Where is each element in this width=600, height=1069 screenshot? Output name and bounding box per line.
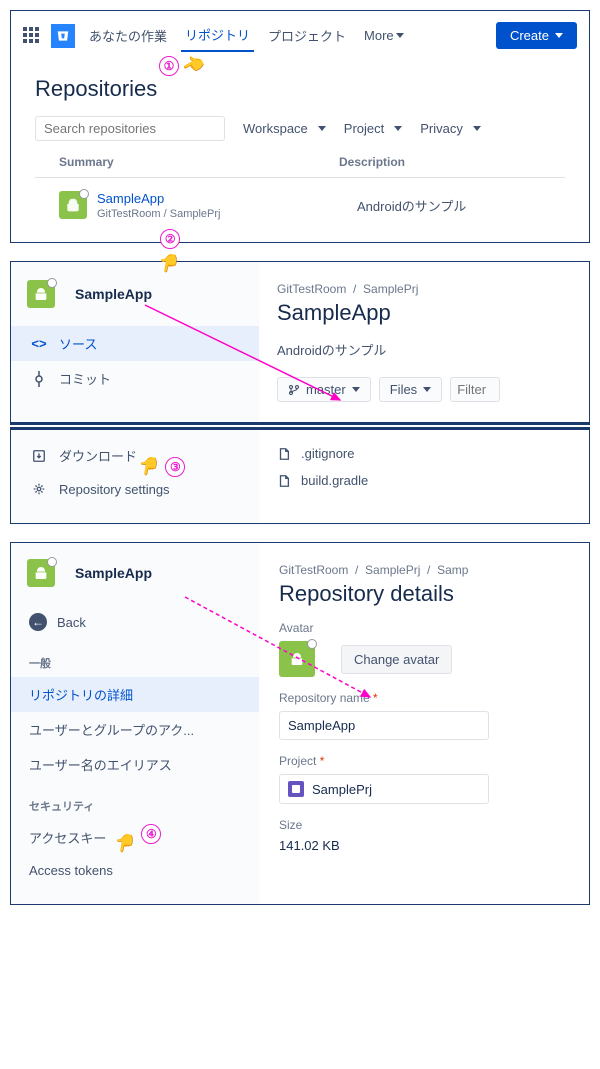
file-row[interactable]: build.gradle (277, 467, 571, 494)
section-security: セキュリティ (11, 782, 259, 820)
android-icon (33, 286, 49, 302)
page-title: Repositories (11, 60, 589, 116)
chevron-down-icon (473, 126, 481, 131)
page-title: Repository details (279, 581, 569, 607)
repo-avatar (27, 559, 55, 587)
crumb-project[interactable]: SamplePrj (365, 563, 420, 577)
pointer-hand-icon: 👉 (114, 831, 139, 857)
back-arrow-icon: ← (29, 613, 47, 631)
chevron-down-icon (318, 126, 326, 131)
crumb-repo[interactable]: Samp (437, 563, 468, 577)
file-icon (277, 447, 291, 461)
nav-repositories[interactable]: リポジトリ (181, 19, 254, 52)
repo-name-link[interactable]: SampleApp (97, 191, 164, 206)
android-icon (65, 197, 81, 213)
crumb-workspace[interactable]: GitTestRoom (277, 282, 346, 296)
column-description: Description (339, 155, 541, 169)
chevron-down-icon (352, 387, 360, 392)
sidebar-item-label: ソース (59, 334, 97, 353)
filter-project[interactable]: Project (344, 121, 402, 136)
filter-workspace[interactable]: Workspace (243, 121, 326, 136)
repo-avatar (59, 191, 87, 219)
label-avatar: Avatar (279, 621, 569, 635)
sidebar-item-commits[interactable]: コミット (11, 361, 259, 396)
files-dropdown[interactable]: Files (379, 377, 442, 402)
back-button[interactable]: ← Back (11, 605, 259, 639)
project-selector[interactable]: SamplePrj (279, 774, 489, 804)
pointer-hand-icon: 👉 (158, 251, 183, 277)
bitbucket-logo[interactable] (51, 24, 75, 48)
project-icon (288, 781, 304, 797)
sidebar-repo-title: SampleApp (75, 286, 152, 302)
sidebar-item-downloads[interactable]: ダウンロード (11, 438, 259, 473)
filter-files-input[interactable] (450, 377, 500, 402)
repo-avatar (27, 280, 55, 308)
annotation-4: ④ (141, 824, 161, 844)
label-repo-name: Repository name * (279, 691, 569, 705)
label-size: Size (279, 818, 569, 832)
chevron-down-icon (555, 33, 563, 38)
create-button[interactable]: Create (496, 22, 577, 49)
sidebar-item-settings[interactable]: Repository settings (11, 473, 259, 505)
repo-description: Androidのサンプル (357, 196, 466, 215)
repo-path: GitTestRoom / SamplePrj (97, 208, 337, 220)
sidebar-item-source[interactable]: <> ソース (11, 326, 259, 361)
setting-repo-details[interactable]: リポジトリの詳細 (11, 677, 259, 712)
annotation-2: ② (160, 229, 180, 249)
breadcrumb: GitTestRoom / SamplePrj / Samp (279, 563, 569, 577)
pointer-hand-icon: 👉 (179, 51, 209, 80)
back-label: Back (57, 615, 86, 630)
commit-icon (31, 371, 47, 387)
gear-icon (31, 481, 47, 497)
code-icon: <> (31, 336, 47, 352)
apps-menu-icon[interactable] (23, 27, 41, 45)
filter-privacy[interactable]: Privacy (420, 121, 481, 136)
branch-name: master (306, 382, 346, 397)
pointer-hand-icon: 👉 (138, 454, 163, 480)
repo-name-input[interactable] (279, 711, 489, 740)
chevron-down-icon (394, 126, 402, 131)
setting-user-groups[interactable]: ユーザーとグループのアク... (11, 712, 259, 747)
android-icon (33, 565, 49, 581)
sidebar-item-label: ダウンロード (59, 446, 137, 465)
column-summary: Summary (59, 155, 339, 169)
sidebar-item-label: Repository settings (59, 482, 170, 497)
files-label: Files (390, 382, 417, 397)
annotation-1: ① (159, 56, 179, 76)
download-icon (31, 448, 47, 464)
nav-projects[interactable]: プロジェクト (264, 20, 350, 51)
chevron-down-icon (423, 387, 431, 392)
search-repos-input[interactable] (35, 116, 225, 141)
annotation-3: ③ (165, 457, 185, 477)
file-name: build.gradle (301, 473, 368, 488)
setting-username-aliases[interactable]: ユーザー名のエイリアス (11, 747, 259, 782)
repo-description: Androidのサンプル (277, 340, 571, 359)
nav-your-work[interactable]: あなたの作業 (85, 20, 171, 51)
size-value: 141.02 KB (279, 838, 569, 853)
sidebar-repo-title: SampleApp (75, 565, 152, 581)
file-name: .gitignore (301, 446, 354, 461)
android-icon (289, 651, 305, 667)
change-avatar-button[interactable]: Change avatar (341, 645, 452, 674)
section-general: 一般 (11, 639, 259, 677)
label-project: Project * (279, 754, 569, 768)
branch-selector[interactable]: master (277, 377, 371, 402)
sidebar-item-label: コミット (59, 369, 111, 388)
setting-access-tokens[interactable]: Access tokens (11, 855, 259, 886)
file-row[interactable]: .gitignore (277, 440, 571, 467)
file-icon (277, 474, 291, 488)
chevron-down-icon (396, 33, 404, 38)
crumb-project[interactable]: SamplePrj (363, 282, 418, 296)
nav-more[interactable]: More (360, 22, 408, 49)
branch-icon (288, 384, 300, 396)
repo-title: SampleApp (277, 300, 571, 326)
repo-table-row[interactable]: SampleApp GitTestRoom / SamplePrj Androi… (35, 178, 565, 232)
breadcrumb: GitTestRoom / SamplePrj (277, 282, 571, 296)
project-name: SamplePrj (312, 782, 372, 797)
crumb-workspace[interactable]: GitTestRoom (279, 563, 348, 577)
search-input-field[interactable] (44, 121, 220, 136)
repo-avatar-large (279, 641, 315, 677)
